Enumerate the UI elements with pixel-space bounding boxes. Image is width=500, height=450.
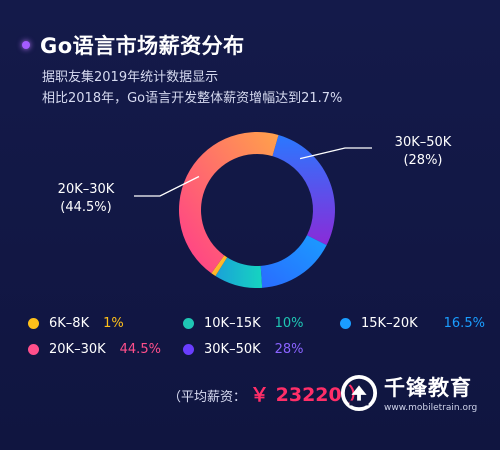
legend-label: 20K–30K xyxy=(49,342,106,357)
chart-title: Go语言市场薪资分布 xyxy=(40,34,245,58)
legend-label: 30K–50K xyxy=(204,342,261,357)
donut-slice-20k-30k xyxy=(179,132,279,274)
legend-label: 10K–15K xyxy=(204,316,261,331)
title-bullet-icon xyxy=(22,41,30,49)
legend-percent: 16.5% xyxy=(443,316,485,331)
donut-slice-15k-20k xyxy=(260,235,327,288)
legend-item-10k-15k: 10K–15K 10% xyxy=(183,316,304,331)
legend-swatch xyxy=(183,344,194,355)
callout-line-30k-50k xyxy=(299,147,372,160)
legend-item-15k-20k: 15K–20K 16.5% xyxy=(340,316,485,331)
title-row: Go语言市场薪资分布 xyxy=(22,30,245,60)
legend-swatch xyxy=(340,318,351,329)
legend-item-6k-8k: 6K–8K 1% xyxy=(28,316,124,331)
average-salary-value: ￥ 23220 ） xyxy=(250,384,368,406)
donut-chart: 30K–50K (28%) 20K–30K (44.5%) xyxy=(58,132,452,289)
donut-slice-6k-8k xyxy=(211,255,228,277)
brand-name: 千锋教育 xyxy=(384,376,472,400)
average-salary: （平均薪资： ￥ 23220 ） xyxy=(168,380,367,407)
subtitle-line-1: 据职友集2019年统计数据显示 xyxy=(42,70,219,85)
legend-swatch xyxy=(183,318,194,329)
average-salary-label: （平均薪资： xyxy=(168,390,247,405)
callout-line-20k-30k xyxy=(134,175,200,197)
legend-item-20k-30k: 20K–30K 44.5% xyxy=(28,342,161,357)
donut-slice-30k-50k xyxy=(272,135,336,246)
donut-slice-10k-15k xyxy=(215,257,263,289)
legend-percent: 1% xyxy=(103,316,124,331)
legend-percent: 28% xyxy=(274,342,304,357)
legend-label: 6K–8K xyxy=(49,316,90,331)
callout-label-30k-50k: 30K–50K xyxy=(395,135,452,150)
legend-label: 15K–20K xyxy=(361,316,418,331)
legend-percent: 44.5% xyxy=(119,342,161,357)
callout-label-20k-30k: 20K–30K xyxy=(58,182,115,197)
legend-swatch xyxy=(28,318,39,329)
brand-block: 千锋教育 www.mobiletrain.org xyxy=(340,372,477,413)
brand-url: www.mobiletrain.org xyxy=(384,403,478,413)
legend-swatch xyxy=(28,344,39,355)
callout-percent-30k-50k: (28%) xyxy=(403,153,442,168)
qianfeng-logo-icon xyxy=(340,374,378,411)
legend-item-30k-50k: 30K–50K 28% xyxy=(183,342,304,357)
legend-percent: 10% xyxy=(274,316,304,331)
subtitle-line-2: 相比2018年，Go语言开发整体薪资增幅达到21.7% xyxy=(42,91,343,106)
callout-percent-20k-30k: (44.5%) xyxy=(60,200,111,215)
